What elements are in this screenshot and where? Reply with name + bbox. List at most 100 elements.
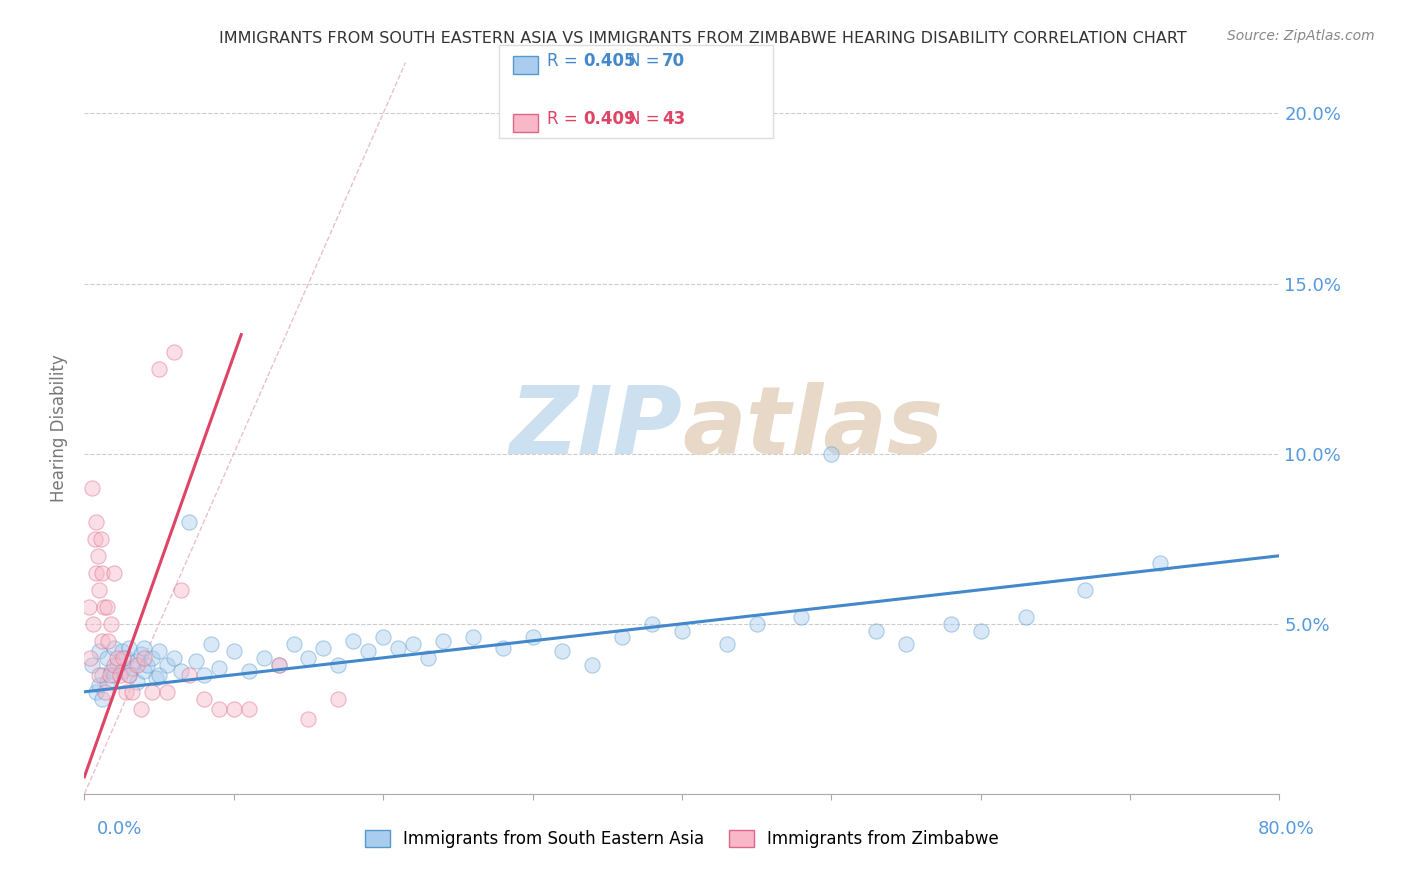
Point bbox=[894, 637, 917, 651]
Point bbox=[1074, 582, 1097, 597]
Point bbox=[148, 361, 170, 376]
Point bbox=[208, 702, 231, 716]
Point bbox=[238, 702, 260, 716]
Point bbox=[96, 674, 118, 689]
Point bbox=[342, 633, 364, 648]
Point bbox=[97, 633, 120, 648]
Point bbox=[328, 691, 350, 706]
Point bbox=[328, 657, 350, 672]
Point bbox=[93, 599, 115, 614]
Point bbox=[402, 637, 425, 651]
Point bbox=[432, 633, 454, 648]
Point bbox=[312, 640, 335, 655]
Point bbox=[820, 447, 842, 461]
Point bbox=[581, 657, 603, 672]
Point bbox=[112, 650, 135, 665]
Point bbox=[745, 616, 768, 631]
Text: Source: ZipAtlas.com: Source: ZipAtlas.com bbox=[1227, 29, 1375, 43]
Point bbox=[177, 668, 200, 682]
Point bbox=[170, 582, 193, 597]
Point bbox=[89, 678, 111, 692]
Point bbox=[100, 616, 122, 631]
Point bbox=[461, 631, 484, 645]
Point bbox=[132, 640, 156, 655]
Point bbox=[91, 566, 114, 580]
Point bbox=[208, 661, 231, 675]
Point bbox=[77, 599, 100, 614]
Point bbox=[96, 599, 118, 614]
Text: N =: N = bbox=[628, 110, 665, 128]
Point bbox=[79, 650, 101, 665]
Text: IMMIGRANTS FROM SOUTH EASTERN ASIA VS IMMIGRANTS FROM ZIMBABWE HEARING DISABILIT: IMMIGRANTS FROM SOUTH EASTERN ASIA VS IM… bbox=[219, 31, 1187, 46]
Point bbox=[141, 685, 163, 699]
Point bbox=[297, 712, 319, 726]
Point bbox=[115, 650, 138, 665]
Text: R =: R = bbox=[547, 110, 583, 128]
Point bbox=[186, 654, 208, 668]
Point bbox=[118, 668, 141, 682]
Point bbox=[94, 685, 117, 699]
Point bbox=[136, 657, 159, 672]
Point bbox=[103, 668, 125, 682]
Point bbox=[105, 657, 128, 672]
Text: N =: N = bbox=[628, 52, 665, 70]
Point bbox=[141, 650, 163, 665]
Point bbox=[193, 668, 215, 682]
Point bbox=[80, 481, 103, 495]
Point bbox=[283, 637, 305, 651]
Legend: Immigrants from South Eastern Asia, Immigrants from Zimbabwe: Immigrants from South Eastern Asia, Immi… bbox=[359, 823, 1005, 855]
Point bbox=[297, 650, 319, 665]
Text: R =: R = bbox=[547, 52, 583, 70]
Point bbox=[89, 644, 111, 658]
Point bbox=[148, 644, 170, 658]
Point bbox=[416, 650, 439, 665]
Point bbox=[132, 650, 156, 665]
Point bbox=[86, 515, 108, 529]
Point bbox=[105, 650, 128, 665]
Text: atlas: atlas bbox=[682, 382, 943, 475]
Point bbox=[129, 648, 152, 662]
Point bbox=[103, 657, 125, 672]
Point bbox=[118, 668, 141, 682]
Y-axis label: Hearing Disability: Hearing Disability bbox=[51, 354, 69, 502]
Point bbox=[1149, 556, 1171, 570]
Point bbox=[865, 624, 887, 638]
Point bbox=[716, 637, 738, 651]
Text: 80.0%: 80.0% bbox=[1258, 820, 1315, 838]
Point bbox=[86, 566, 108, 580]
Point bbox=[125, 657, 148, 672]
Point bbox=[177, 515, 200, 529]
Point bbox=[110, 668, 132, 682]
Point bbox=[522, 631, 544, 645]
Point bbox=[155, 657, 177, 672]
Point bbox=[222, 702, 245, 716]
Point bbox=[111, 644, 134, 658]
Point bbox=[87, 549, 110, 563]
Point bbox=[121, 661, 143, 675]
Point bbox=[222, 644, 245, 658]
Point bbox=[103, 640, 125, 655]
Text: ZIP: ZIP bbox=[509, 382, 682, 475]
Point bbox=[132, 665, 156, 679]
Point bbox=[89, 668, 111, 682]
Point bbox=[267, 657, 290, 672]
Text: 0.409: 0.409 bbox=[583, 110, 636, 128]
Point bbox=[492, 640, 515, 655]
Point bbox=[170, 665, 193, 679]
Point bbox=[91, 691, 114, 706]
Point bbox=[612, 631, 634, 645]
Point bbox=[200, 637, 222, 651]
Point bbox=[129, 702, 152, 716]
Text: 0.405: 0.405 bbox=[583, 52, 636, 70]
Point bbox=[118, 640, 141, 655]
Point bbox=[115, 685, 138, 699]
Point bbox=[100, 665, 122, 679]
Point bbox=[253, 650, 276, 665]
Point bbox=[155, 685, 177, 699]
Point bbox=[163, 650, 186, 665]
Point bbox=[193, 691, 215, 706]
Point bbox=[551, 644, 574, 658]
Point bbox=[125, 654, 148, 668]
Point bbox=[387, 640, 409, 655]
Point bbox=[373, 631, 395, 645]
